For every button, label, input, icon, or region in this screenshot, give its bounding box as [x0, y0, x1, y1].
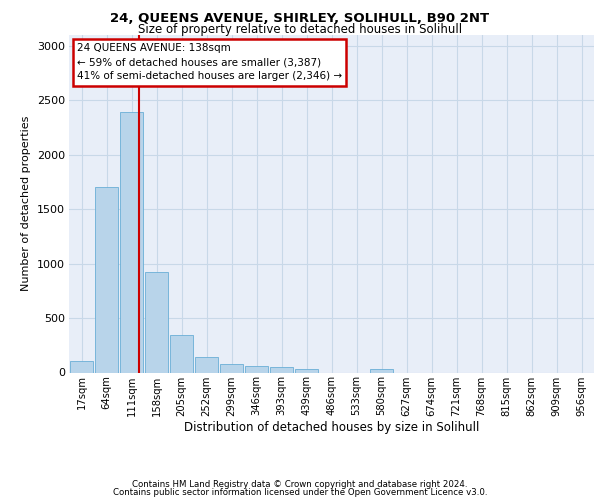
Bar: [120, 112, 143, 372]
Text: Contains HM Land Registry data © Crown copyright and database right 2024.: Contains HM Land Registry data © Crown c…: [132, 480, 468, 489]
Bar: [195, 356, 218, 372]
Bar: [170, 336, 193, 372]
Bar: [370, 369, 393, 372]
Text: Size of property relative to detached houses in Solihull: Size of property relative to detached ho…: [138, 22, 462, 36]
Bar: [95, 188, 118, 372]
Bar: [270, 367, 293, 372]
Text: Contains public sector information licensed under the Open Government Licence v3: Contains public sector information licen…: [113, 488, 487, 497]
Bar: [70, 360, 93, 372]
Bar: [245, 366, 268, 372]
Bar: [145, 272, 168, 372]
Text: 24 QUEENS AVENUE: 138sqm
← 59% of detached houses are smaller (3,387)
41% of sem: 24 QUEENS AVENUE: 138sqm ← 59% of detach…: [77, 44, 342, 82]
Bar: [220, 364, 243, 372]
Y-axis label: Number of detached properties: Number of detached properties: [21, 116, 31, 292]
X-axis label: Distribution of detached houses by size in Solihull: Distribution of detached houses by size …: [184, 421, 479, 434]
Text: 24, QUEENS AVENUE, SHIRLEY, SOLIHULL, B90 2NT: 24, QUEENS AVENUE, SHIRLEY, SOLIHULL, B9…: [110, 12, 490, 24]
Bar: [295, 368, 318, 372]
